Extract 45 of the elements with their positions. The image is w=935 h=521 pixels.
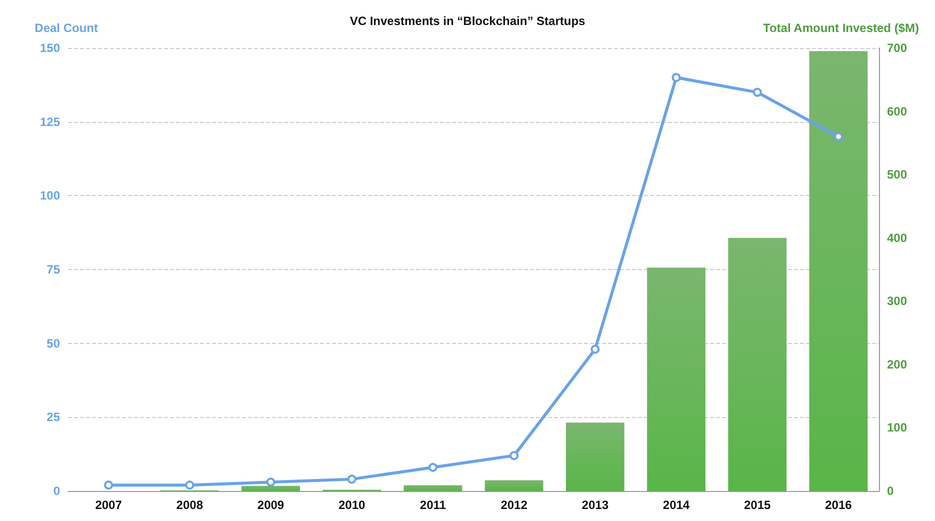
bar: [809, 51, 868, 491]
y-tick-label: 0: [53, 484, 60, 498]
bar: [728, 238, 787, 491]
x-tick-label: 2012: [500, 498, 528, 512]
point: [185, 480, 194, 490]
bar: [242, 486, 300, 491]
point: [347, 474, 356, 484]
x-tick-label: 2011: [420, 498, 446, 512]
y-tick-label: 25: [46, 410, 60, 424]
y2-tick-label: 700: [887, 41, 908, 55]
point: [834, 132, 843, 142]
point: [428, 462, 438, 472]
point: [752, 88, 762, 97]
y-axis-title: Deal Count: [34, 21, 98, 35]
x-tick-label: 2007: [95, 498, 122, 512]
y-tick-label: 125: [40, 114, 60, 129]
bar: [404, 485, 462, 491]
y2-tick-label: 300: [887, 294, 908, 308]
x-tick-label: 2014: [662, 498, 690, 512]
y2-tick-label: 100: [887, 420, 908, 435]
point: [590, 344, 600, 354]
y-tick-label: 150: [40, 41, 60, 55]
y2-tick-label: 200: [887, 357, 908, 372]
point: [672, 73, 681, 82]
x-tick-label: 2010: [338, 498, 366, 512]
bar: [647, 268, 706, 491]
y2-axis-title: Total Amount Invested ($M): [763, 21, 920, 35]
bar: [566, 422, 624, 491]
x-tick-label: 2016: [825, 498, 852, 512]
y-tick-label: 50: [46, 336, 60, 350]
y2-tick-label: 500: [887, 168, 908, 182]
point: [510, 451, 519, 460]
chart-title: VC Investments in “Blockchain” Startups: [350, 14, 586, 28]
point: [104, 480, 114, 490]
point: [266, 478, 276, 487]
y2-tick-label: 400: [887, 230, 908, 245]
x-tick-label: 2013: [582, 498, 609, 512]
bar: [484, 480, 544, 491]
x-tick-label: 2015: [744, 498, 772, 512]
y2-tick-label: 0: [887, 484, 894, 498]
y-tick-label: 100: [40, 188, 60, 203]
y2-tick-label: 600: [887, 104, 908, 118]
x-tick-label: 2008: [176, 498, 204, 512]
y-tick-label: 75: [46, 262, 60, 276]
x-tick-label: 2009: [257, 498, 284, 512]
